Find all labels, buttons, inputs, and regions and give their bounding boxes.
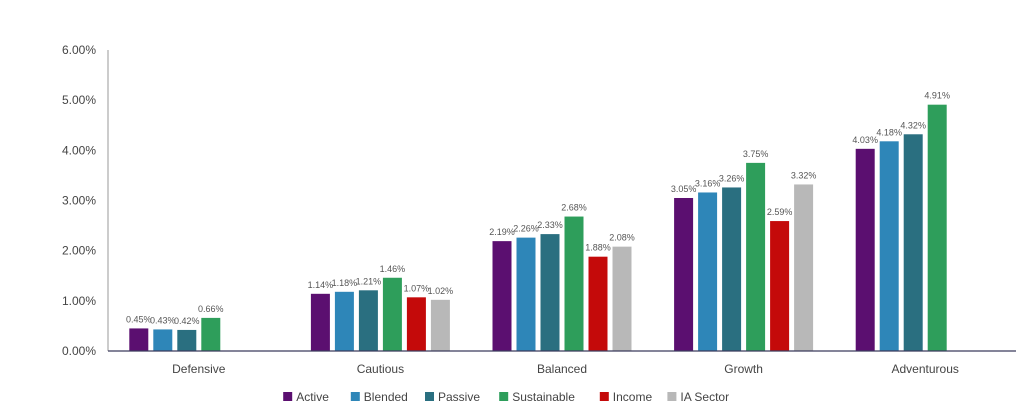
data-label: 2.68%	[561, 203, 587, 213]
data-label: 4.18%	[876, 127, 902, 137]
y-tick-label: 2.00%	[62, 244, 96, 258]
legend-swatch	[499, 392, 509, 401]
bar-passive-balanced	[540, 234, 560, 351]
data-label: 1.07%	[404, 283, 430, 293]
y-tick-label: 3.00%	[62, 194, 96, 208]
data-label: 2.19%	[489, 227, 515, 237]
data-label: 1.21%	[356, 276, 382, 286]
legend-swatch	[425, 392, 434, 401]
legend-item-label: Sustainable	[512, 390, 575, 404]
bar-active-adventurous	[855, 148, 875, 351]
data-label: 1.02%	[428, 286, 454, 296]
y-tick-label: 5.00%	[62, 93, 96, 107]
legend-item-label: Passive	[438, 390, 480, 404]
data-label: 1.18%	[332, 278, 358, 288]
bar-ia-sector-growth	[794, 184, 814, 351]
data-label: 0.43%	[150, 315, 176, 325]
category-label: Cautious	[357, 362, 404, 376]
legend-item-label: Active	[296, 390, 329, 404]
data-label: 3.16%	[695, 178, 721, 188]
bar-sustainable-adventurous	[927, 104, 947, 351]
data-label: 0.66%	[198, 304, 224, 314]
bar-active-growth	[674, 197, 694, 351]
category-label: Defensive	[172, 362, 226, 376]
data-label: 2.33%	[537, 220, 563, 230]
bar-active-balanced	[492, 241, 512, 351]
legend-item-label: Blended	[364, 390, 408, 404]
data-label: 0.42%	[174, 316, 200, 326]
bar-blended-adventurous	[879, 141, 899, 351]
bar-active-defensive	[129, 328, 149, 351]
category-label: Balanced	[537, 362, 587, 376]
bar-blended-defensive	[153, 329, 173, 351]
bar-sustainable-cautious	[382, 277, 402, 351]
data-labels-group: 0.45%0.43%0.42% 0.66% 1.14%1.18%1.21% 1.46%…	[126, 91, 950, 326]
data-label: 3.05%	[671, 184, 697, 194]
y-tick-label: 0.00%	[62, 344, 96, 358]
data-label: 3.26%	[719, 173, 745, 183]
bar-passive-adventurous	[903, 134, 923, 351]
data-label: 3.32%	[791, 170, 817, 180]
bars-group	[129, 104, 947, 351]
bar-income-growth	[770, 221, 790, 351]
bar-passive-defensive	[177, 329, 197, 351]
data-label: 0.45%	[126, 314, 152, 324]
y-tick-label: 1.00%	[62, 294, 96, 308]
y-tick-label: 4.00%	[62, 143, 96, 157]
data-label: 1.88%	[585, 243, 611, 253]
bar-ia-sector-cautious	[430, 299, 450, 351]
category-label: Adventurous	[892, 362, 959, 376]
data-label: 4.03%	[852, 135, 878, 145]
data-label: 2.59%	[767, 207, 793, 217]
x-axis: Defensive Cautious Balanced Growth Adventuro…	[108, 350, 1016, 376]
legend-item-label: IA Sector	[680, 390, 729, 404]
bar-ia-sector-balanced	[612, 246, 632, 351]
legend-item-label: Income	[613, 390, 653, 404]
data-label: 1.14%	[308, 280, 334, 290]
data-label: 2.08%	[609, 233, 635, 243]
data-label: 2.26%	[513, 224, 539, 234]
bar-active-cautious	[310, 293, 330, 351]
bar-passive-growth	[722, 187, 742, 351]
bar-blended-growth	[698, 192, 718, 351]
bar-sustainable-defensive	[201, 317, 221, 351]
legend-swatch	[599, 392, 609, 401]
data-label: 4.91%	[924, 91, 950, 101]
bar-income-balanced	[588, 256, 608, 351]
bar-blended-cautious	[334, 291, 354, 351]
bar-passive-cautious	[358, 290, 378, 351]
data-label: 3.75%	[743, 149, 769, 159]
data-label: 1.46%	[380, 264, 406, 274]
bar-sustainable-balanced	[564, 216, 584, 351]
bar-blended-balanced	[516, 237, 536, 351]
legend-swatch	[283, 392, 293, 401]
legend: Active Blended Passive Sustainable Income IA …	[283, 390, 729, 404]
legend-swatch	[350, 392, 360, 401]
bar-income-cautious	[406, 297, 426, 351]
legend-swatch	[667, 392, 677, 401]
category-label: Growth	[724, 362, 763, 376]
y-tick-label: 6.00%	[62, 43, 96, 57]
bar-sustainable-growth	[746, 162, 766, 351]
data-label: 4.32%	[900, 120, 926, 130]
y-axis: 0.00% 1.00% 2.00% 3.00% 4.00% 5.00% 6.00%	[62, 43, 109, 358]
